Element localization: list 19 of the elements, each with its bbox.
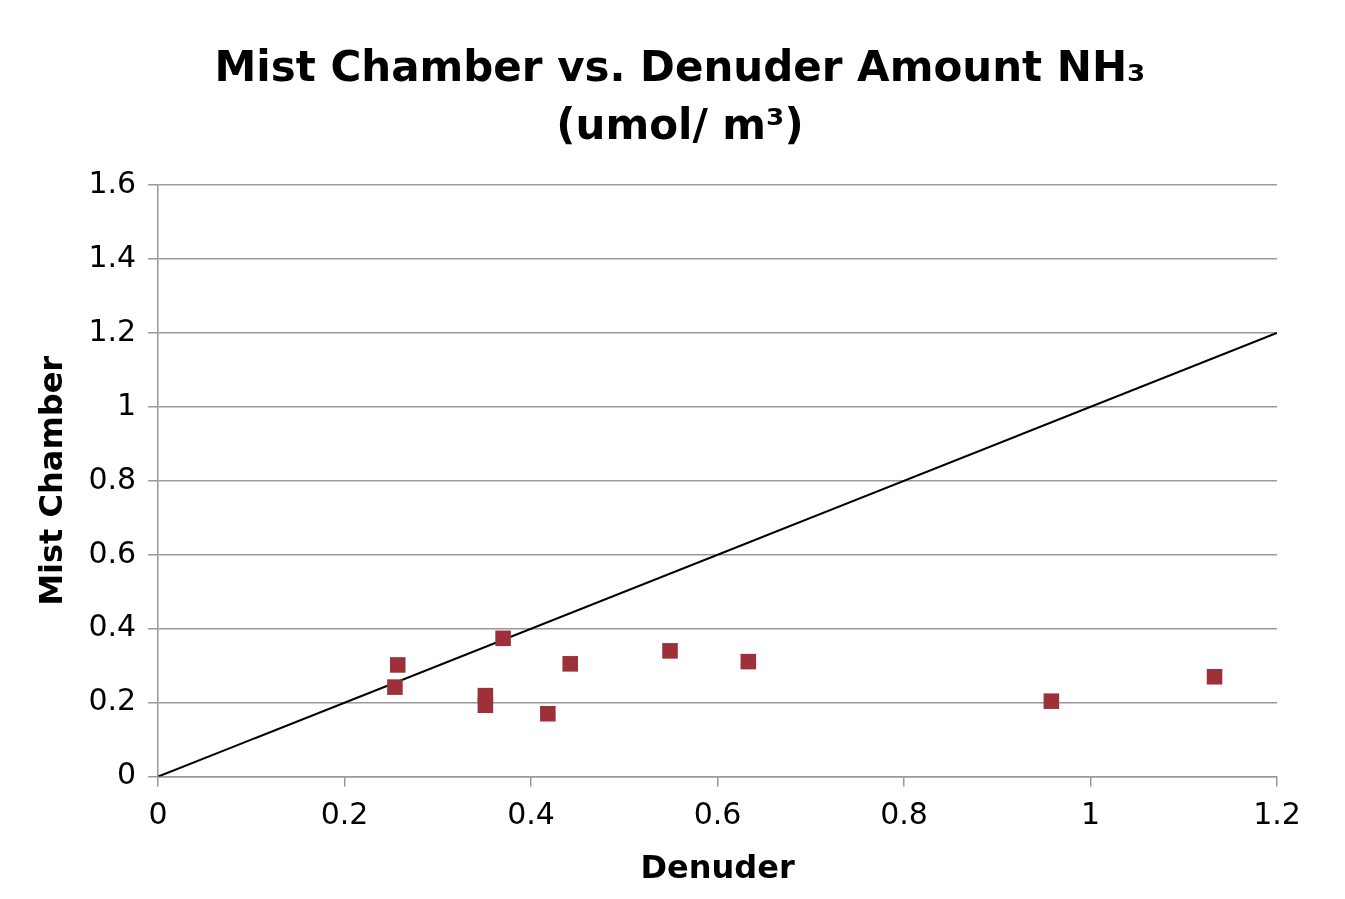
x-tick-label: 1.2 xyxy=(1253,796,1301,832)
x-tick-label: 0.4 xyxy=(507,796,555,832)
x-tick-label: 1 xyxy=(1080,796,1101,832)
y-tick-label: 1.4 xyxy=(88,238,137,274)
y-tick-label: 1 xyxy=(117,386,137,422)
x-tick-label: 0.2 xyxy=(320,796,369,832)
y-tick-label: 0.8 xyxy=(88,460,137,496)
y-axis-title: Mist Chamber xyxy=(31,355,70,606)
y-tick-label: 0 xyxy=(117,756,137,792)
y-tick-label: 1.2 xyxy=(88,312,137,348)
y-tick-label: 1.6 xyxy=(88,164,137,200)
x-tick-label: 0.6 xyxy=(693,796,742,832)
chart-title: Mist Chamber vs. Denuder Amount NH₃ (umol/ m³) xyxy=(213,41,1147,151)
y-tick-label: 0.6 xyxy=(88,534,137,570)
y-tick-label: 0.2 xyxy=(88,682,137,718)
x-tick-label: 0 xyxy=(148,796,168,832)
x-tick-label: 0.8 xyxy=(880,796,928,832)
y-tick-label: 0.4 xyxy=(88,608,137,644)
x-axis-title: Denuder xyxy=(640,848,795,887)
